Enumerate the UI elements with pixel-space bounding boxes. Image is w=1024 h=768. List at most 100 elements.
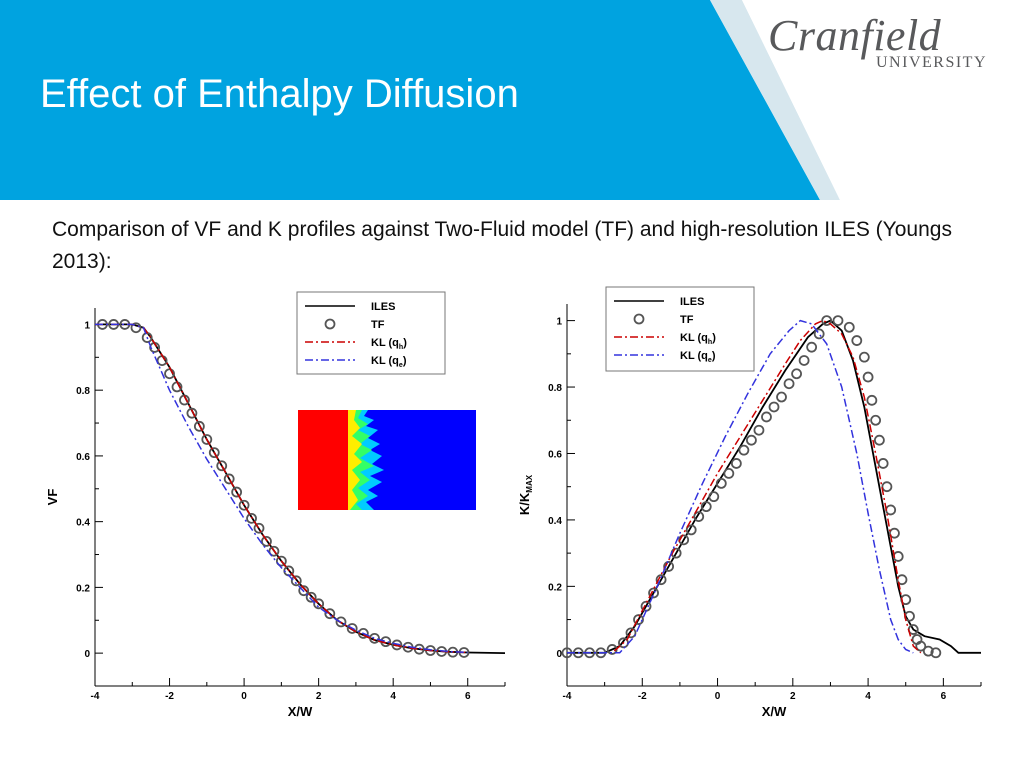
tf-data-point [761, 411, 772, 423]
y-axis-label: K/KMAX [517, 474, 534, 515]
tf-data-point [238, 499, 250, 511]
legend-label-paren: ) [403, 355, 407, 367]
tf-data-point [843, 321, 855, 333]
tf-data-point [866, 394, 878, 406]
tf-data-point [723, 468, 735, 479]
banner-background [0, 0, 1024, 200]
y-axis-label-main: VF [45, 489, 60, 506]
tf-data-point [290, 575, 302, 587]
legend-label: ILES [371, 301, 395, 313]
y-tick-label: 0.8 [76, 386, 90, 397]
tf-data-point [275, 555, 287, 567]
tf-data-point [663, 561, 675, 572]
tf-data-point [164, 368, 175, 380]
tf-data-point [922, 645, 934, 657]
tf-data-point [391, 639, 403, 651]
logo-subtitle: UNIVERSITY [876, 54, 987, 71]
tf-data-point [870, 414, 882, 426]
legend-label-text: TF [680, 314, 694, 326]
tf-data-point [700, 501, 712, 513]
legend-label: KL (qe) [371, 355, 407, 369]
tf-data-point [832, 315, 844, 327]
mixing-layer-image [298, 410, 476, 510]
legend-label-text: ILES [371, 301, 395, 313]
tf-data-point [693, 511, 705, 522]
tf-data-point [130, 322, 142, 334]
y-tick-label: 0.6 [76, 452, 90, 463]
legend-label-subscript: h [399, 344, 403, 351]
vf-profile-chart: -4 -2 0 2 4 6 0 0.2 0.4 0.6 0.8 1 X/W VF ILES TF KL (qh)… [45, 291, 506, 719]
tf-data-point [231, 486, 243, 498]
y-tick-label: 0.8 [548, 383, 562, 394]
tf-data-point [201, 434, 213, 445]
legend-label-paren: ) [712, 332, 716, 344]
tf-data-point [305, 591, 317, 603]
logo-area [742, 0, 1024, 200]
y-tick-label: 0.6 [548, 449, 562, 460]
x-axis-label: X/W [762, 704, 787, 719]
tf-data-point [768, 401, 780, 413]
legend-label-text: KL (q [371, 337, 399, 349]
legend-label-text: ILES [680, 296, 704, 308]
logo-wordmark: Cranfield [768, 11, 942, 60]
inset-heavy-fluid [298, 410, 350, 510]
tf-data-point [862, 371, 874, 383]
tf-data-point [877, 458, 889, 469]
legend-label-text: KL (q [680, 332, 708, 344]
tf-data-point [738, 444, 750, 456]
tf-data-point [208, 447, 220, 459]
inset-mix-inner [348, 410, 362, 510]
k-profile-chart: -4 -2 0 2 4 6 0 0.2 0.4 0.6 0.8 1 X/W K/KMAX ILES TF KL … [517, 286, 982, 719]
legend-label: KL (qe) [680, 350, 716, 364]
legend-label-text: TF [371, 319, 385, 331]
legend-label-text: KL (q [371, 355, 399, 367]
x-tick-label: -2 [165, 691, 174, 702]
tf-data-point [806, 341, 818, 353]
tf-data-point [346, 623, 358, 634]
kl-qe-line [567, 319, 914, 654]
tf-data-point [791, 368, 802, 380]
tf-data-point [783, 378, 795, 390]
tf-data-point [881, 481, 893, 493]
tf-data-point [915, 640, 927, 652]
slide-title: Effect of Enthalpy Diffusion [40, 72, 519, 116]
blue-band [0, 0, 820, 200]
tf-data-point [821, 315, 833, 327]
tf-data-point [851, 335, 863, 346]
tf-data-point [746, 434, 757, 446]
tf-data-point [193, 420, 205, 432]
tf-data-point [261, 535, 272, 547]
y-tick-label: 1 [556, 317, 562, 328]
legend-label-subscript: h [708, 339, 712, 346]
tf-data-point [892, 551, 904, 562]
x-tick-label: -4 [91, 691, 100, 702]
tf-data-point [715, 477, 727, 489]
x-tick-label: 2 [316, 691, 322, 702]
y-axis-label-subscript: MAX [525, 474, 534, 492]
legend-label: ILES [680, 296, 704, 308]
legend-label-subscript: e [708, 357, 712, 364]
x-tick-label: 4 [865, 691, 871, 702]
y-tick-label: 0.4 [76, 518, 90, 529]
tf-data-point [335, 616, 347, 628]
kl-qe-line [95, 323, 468, 654]
cranfield-logo: Cranfield UNIVERSITY [768, 8, 1008, 88]
kl-qh-line [95, 323, 468, 654]
tf-data-point [889, 527, 900, 539]
tf-data-point [324, 608, 336, 620]
tf-data-point [753, 424, 765, 436]
legend-label: TF [680, 314, 694, 326]
legend-label: KL (qh) [680, 332, 716, 346]
tf-data-point [873, 434, 885, 446]
x-tick-label: -4 [563, 691, 572, 702]
y-axis-label: VF [45, 489, 60, 506]
legend-label-subscript: e [399, 362, 403, 369]
tf-data-point [268, 545, 280, 557]
tf-data-point [633, 614, 644, 625]
x-tick-label: 6 [941, 691, 947, 702]
tf-data-point [313, 598, 325, 610]
x-tick-label: 0 [241, 691, 247, 702]
x-tick-label: -2 [638, 691, 647, 702]
legend-label-paren: ) [403, 337, 407, 349]
